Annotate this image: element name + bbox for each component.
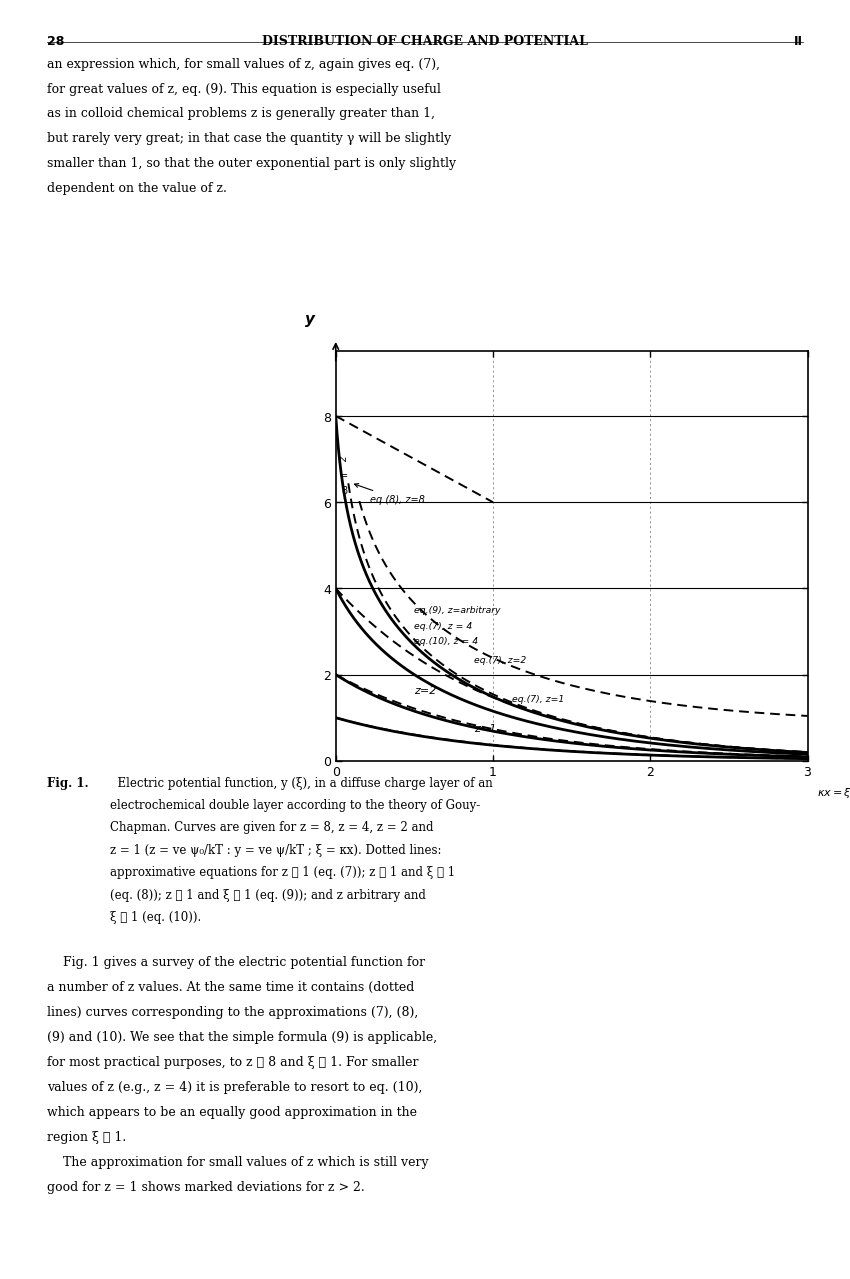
Text: ξ ≫ 1 (eq. (10)).: ξ ≫ 1 (eq. (10)). <box>110 911 201 923</box>
Text: Chapman. Curves are given for z = 8, z = 4, z = 2 and: Chapman. Curves are given for z = 8, z =… <box>110 821 434 834</box>
Text: eq.(7), z=2: eq.(7), z=2 <box>474 656 526 665</box>
Text: Fig. 1 gives a survey of the electric potential function for: Fig. 1 gives a survey of the electric po… <box>47 957 425 969</box>
Text: 8: 8 <box>342 486 348 496</box>
Text: region ξ ≧ 1.: region ξ ≧ 1. <box>47 1131 126 1143</box>
Text: approximative equations for z ≪ 1 (eq. (7)); z ≫ 1 and ξ ≪ 1: approximative equations for z ≪ 1 (eq. (… <box>110 866 456 879</box>
Text: z: z <box>339 457 349 462</box>
Text: which appears to be an equally good approximation in the: which appears to be an equally good appr… <box>47 1105 416 1119</box>
Text: eq.(8), z=8: eq.(8), z=8 <box>354 483 425 504</box>
Text: an expression which, for small values of z, again gives eq. (7),: an expression which, for small values of… <box>47 58 439 70</box>
Text: $\kappa x = \xi$: $\kappa x = \xi$ <box>817 785 850 799</box>
Text: (eq. (8)); z ≫ 1 and ξ ≫ 1 (eq. (9)); and z arbitrary and: (eq. (8)); z ≫ 1 and ξ ≫ 1 (eq. (9)); an… <box>110 888 427 902</box>
Text: =: = <box>340 471 348 481</box>
Text: lines) curves corresponding to the approximations (7), (8),: lines) curves corresponding to the appro… <box>47 1007 418 1019</box>
Text: but rarely very great; in that case the quantity γ will be slightly: but rarely very great; in that case the … <box>47 132 451 146</box>
Text: Fig. 1.: Fig. 1. <box>47 776 88 789</box>
Text: 28: 28 <box>47 35 64 47</box>
Text: as in colloid chemical problems z is generally greater than 1,: as in colloid chemical problems z is gen… <box>47 107 434 120</box>
Text: z = 1 (z = ve ψ₀/kT : y = ve ψ/kT ; ξ = κx). Dotted lines:: z = 1 (z = ve ψ₀/kT : y = ve ψ/kT ; ξ = … <box>110 844 442 857</box>
Text: eq.(9), z=arbitrary: eq.(9), z=arbitrary <box>414 605 501 614</box>
Text: II: II <box>794 35 803 47</box>
Text: dependent on the value of z.: dependent on the value of z. <box>47 182 227 196</box>
Text: eq.(7), z = 4: eq.(7), z = 4 <box>414 622 473 631</box>
Text: The approximation for small values of z which is still very: The approximation for small values of z … <box>47 1156 428 1169</box>
Text: y: y <box>305 312 314 327</box>
Text: (9) and (10). We see that the simple formula (9) is applicable,: (9) and (10). We see that the simple for… <box>47 1031 437 1044</box>
Text: good for z = 1 shows marked deviations for z > 2.: good for z = 1 shows marked deviations f… <box>47 1181 365 1193</box>
Text: for most practical purposes, to z ≧ 8 and ξ ≧ 1. For smaller: for most practical purposes, to z ≧ 8 an… <box>47 1056 418 1069</box>
Text: DISTRIBUTION OF CHARGE AND POTENTIAL: DISTRIBUTION OF CHARGE AND POTENTIAL <box>262 35 588 47</box>
Text: values of z (e.g., z = 4) it is preferable to resort to eq. (10),: values of z (e.g., z = 4) it is preferab… <box>47 1081 422 1094</box>
Text: electrochemical double layer according to the theory of Gouy-: electrochemical double layer according t… <box>110 798 481 812</box>
Text: smaller than 1, so that the outer exponential part is only slightly: smaller than 1, so that the outer expone… <box>47 157 456 170</box>
Text: z=2: z=2 <box>414 687 437 696</box>
Text: Electric potential function, y (ξ), in a diffuse charge layer of an: Electric potential function, y (ξ), in a… <box>110 776 493 789</box>
Text: eq.(7), z=1: eq.(7), z=1 <box>512 694 564 703</box>
Text: for great values of z, eq. (9). This equation is especially useful: for great values of z, eq. (9). This equ… <box>47 82 440 96</box>
Text: eq.(10), z = 4: eq.(10), z = 4 <box>414 637 479 646</box>
Text: a number of z values. At the same time it contains (dotted: a number of z values. At the same time i… <box>47 981 414 994</box>
Text: z=1: z=1 <box>474 724 496 734</box>
